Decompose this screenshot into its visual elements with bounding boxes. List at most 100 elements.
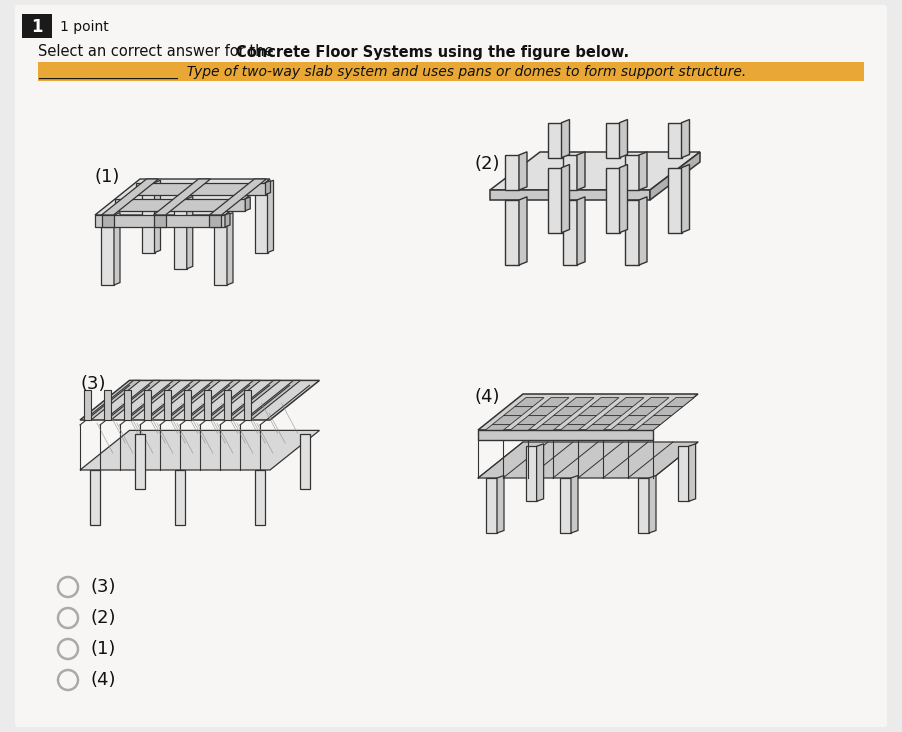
Polygon shape bbox=[244, 390, 251, 420]
Polygon shape bbox=[481, 425, 511, 433]
Polygon shape bbox=[104, 381, 161, 420]
Polygon shape bbox=[478, 442, 698, 478]
Polygon shape bbox=[153, 215, 165, 227]
Polygon shape bbox=[563, 155, 577, 190]
Polygon shape bbox=[115, 199, 245, 211]
Polygon shape bbox=[245, 197, 250, 211]
Polygon shape bbox=[639, 197, 647, 265]
Polygon shape bbox=[620, 165, 628, 233]
Polygon shape bbox=[688, 444, 695, 501]
Text: (2): (2) bbox=[90, 609, 115, 627]
Polygon shape bbox=[164, 390, 171, 420]
Polygon shape bbox=[605, 168, 620, 233]
Bar bbox=[214, 215, 227, 285]
Bar bbox=[174, 199, 187, 269]
Polygon shape bbox=[542, 416, 572, 425]
Polygon shape bbox=[497, 476, 504, 533]
Polygon shape bbox=[503, 406, 533, 416]
Polygon shape bbox=[682, 119, 689, 157]
Polygon shape bbox=[268, 180, 273, 253]
Polygon shape bbox=[650, 152, 700, 200]
Text: Concrete Floor Systems using the figure below.: Concrete Floor Systems using the figure … bbox=[236, 45, 629, 59]
Polygon shape bbox=[577, 197, 585, 265]
Bar bbox=[101, 215, 114, 285]
Text: (4): (4) bbox=[90, 671, 115, 689]
Polygon shape bbox=[224, 381, 281, 420]
Polygon shape bbox=[505, 155, 519, 190]
Polygon shape bbox=[615, 397, 644, 406]
Text: (4): (4) bbox=[475, 388, 501, 406]
Polygon shape bbox=[102, 215, 114, 227]
Polygon shape bbox=[164, 381, 220, 420]
Polygon shape bbox=[667, 123, 682, 157]
Polygon shape bbox=[90, 470, 100, 525]
Polygon shape bbox=[529, 406, 557, 416]
Polygon shape bbox=[556, 425, 585, 433]
Polygon shape bbox=[603, 406, 632, 416]
Polygon shape bbox=[562, 119, 569, 157]
Polygon shape bbox=[682, 165, 689, 233]
Polygon shape bbox=[144, 390, 151, 420]
Text: (3): (3) bbox=[90, 578, 115, 596]
Polygon shape bbox=[593, 416, 621, 425]
Polygon shape bbox=[515, 397, 544, 406]
Polygon shape bbox=[577, 152, 585, 190]
Polygon shape bbox=[153, 179, 210, 215]
Bar bbox=[254, 182, 268, 253]
Polygon shape bbox=[255, 470, 265, 525]
Polygon shape bbox=[562, 165, 569, 233]
Polygon shape bbox=[539, 397, 569, 406]
Polygon shape bbox=[187, 196, 193, 269]
Text: (3): (3) bbox=[80, 375, 106, 393]
Polygon shape bbox=[667, 168, 682, 233]
Polygon shape bbox=[478, 430, 653, 440]
Text: Select an correct answer for the: Select an correct answer for the bbox=[38, 45, 278, 59]
Polygon shape bbox=[548, 168, 562, 233]
Polygon shape bbox=[639, 152, 647, 190]
Polygon shape bbox=[606, 425, 635, 433]
Polygon shape bbox=[84, 390, 91, 420]
Polygon shape bbox=[526, 447, 537, 501]
Polygon shape bbox=[84, 381, 141, 420]
Polygon shape bbox=[490, 190, 650, 200]
Polygon shape bbox=[649, 476, 656, 533]
Bar bbox=[22, 14, 52, 38]
Text: 1 point: 1 point bbox=[60, 20, 109, 34]
Polygon shape bbox=[154, 180, 161, 253]
Polygon shape bbox=[665, 397, 694, 406]
Polygon shape bbox=[102, 179, 159, 215]
Polygon shape bbox=[95, 215, 225, 227]
Polygon shape bbox=[135, 182, 265, 195]
Polygon shape bbox=[80, 381, 319, 420]
Polygon shape bbox=[124, 381, 180, 420]
Polygon shape bbox=[227, 212, 233, 285]
Bar bbox=[38, 62, 864, 81]
Polygon shape bbox=[506, 425, 535, 433]
Polygon shape bbox=[560, 478, 571, 533]
Polygon shape bbox=[548, 123, 562, 157]
Polygon shape bbox=[578, 406, 608, 416]
Polygon shape bbox=[175, 470, 185, 525]
Polygon shape bbox=[492, 416, 521, 425]
Polygon shape bbox=[224, 390, 231, 420]
Polygon shape bbox=[625, 155, 639, 190]
Polygon shape bbox=[537, 444, 544, 501]
Polygon shape bbox=[244, 381, 300, 420]
Polygon shape bbox=[505, 200, 519, 265]
Polygon shape bbox=[642, 416, 671, 425]
Polygon shape bbox=[581, 425, 611, 433]
Polygon shape bbox=[209, 179, 266, 215]
Polygon shape bbox=[677, 447, 688, 501]
Polygon shape bbox=[617, 416, 647, 425]
Polygon shape bbox=[134, 434, 144, 490]
Polygon shape bbox=[638, 478, 649, 533]
Polygon shape bbox=[184, 390, 191, 420]
Text: (1): (1) bbox=[90, 640, 115, 658]
Polygon shape bbox=[204, 390, 211, 420]
Text: (2): (2) bbox=[475, 155, 501, 173]
Polygon shape bbox=[95, 179, 270, 215]
Polygon shape bbox=[629, 406, 658, 416]
Bar bbox=[142, 182, 154, 253]
Polygon shape bbox=[554, 406, 583, 416]
Polygon shape bbox=[519, 152, 527, 190]
